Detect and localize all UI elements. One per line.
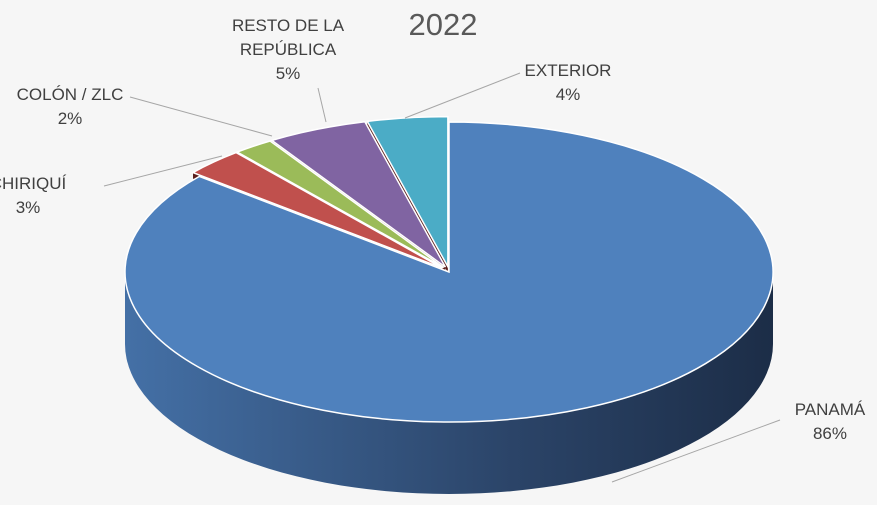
category-label: COLÓN / ZLC: [16, 85, 124, 104]
leader-line: [129, 96, 273, 137]
pie-slice: [191, 151, 444, 269]
value-label: 5%: [275, 64, 301, 83]
pie-slice: [270, 120, 447, 268]
category-label: EXTERIOR: [524, 61, 612, 80]
chart-title: 2022: [408, 7, 478, 42]
value-label: 4%: [555, 85, 581, 104]
data-label: COLÓN / ZLC 2%: [17, 83, 124, 131]
data-label: CHIRIQUÍ 3%: [0, 172, 66, 220]
leader-line: [317, 87, 327, 123]
leader-line: [611, 419, 781, 483]
category-label: CHIRIQUÍ: [0, 174, 67, 193]
value-label: 3%: [15, 198, 41, 217]
leader-line: [404, 72, 521, 119]
category-label: RESTO DE LA REPÚBLICA: [231, 16, 345, 59]
category-label: PANAMÁ: [794, 400, 866, 419]
value-label: 2%: [57, 109, 83, 128]
pie-slice: [235, 140, 445, 269]
data-label: RESTO DE LA REPÚBLICA 5%: [226, 14, 351, 86]
leader-line: [103, 155, 223, 187]
value-label: 86%: [812, 424, 848, 443]
pie-slice: [124, 121, 774, 423]
pie-side: [125, 272, 773, 494]
data-label: EXTERIOR 4%: [525, 59, 612, 107]
data-label: PANAMÁ 86%: [795, 398, 866, 446]
pie-slice: [366, 115, 449, 270]
